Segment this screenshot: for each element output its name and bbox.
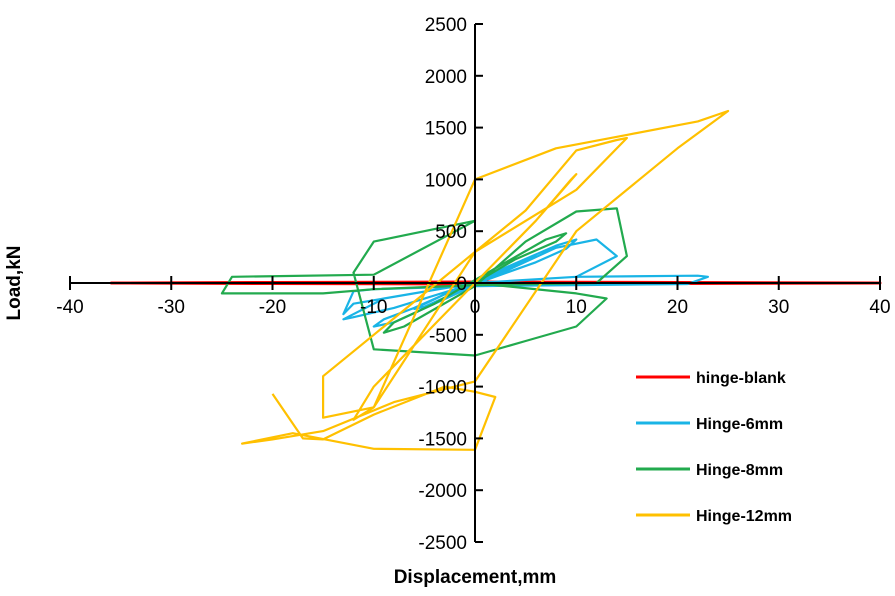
y-tick-label: -2500 bbox=[418, 533, 467, 554]
legend-label-hinge-12mm: Hinge-12mm bbox=[696, 508, 792, 525]
x-tick-label: 0 bbox=[470, 297, 481, 318]
y-tick-label: -1500 bbox=[418, 429, 467, 450]
x-tick-label: -20 bbox=[259, 297, 286, 318]
legend-label-hinge-8mm: Hinge-8mm bbox=[696, 462, 783, 479]
axes-layer: -40 -30 -20 -10 0 10 20 30 40 2500 2000 1500 1000 500… bbox=[56, 15, 890, 554]
x-tick-label: 10 bbox=[566, 297, 587, 318]
x-tick-label: 20 bbox=[667, 297, 688, 318]
series-line-hinge-12mm bbox=[241, 109, 730, 451]
y-axis-title: Load,kN bbox=[4, 246, 25, 321]
y-tick-label: 500 bbox=[435, 222, 467, 243]
x-tick-label: -10 bbox=[360, 297, 387, 318]
legend: hinge-blank Hinge-6mm Hinge-8mm Hinge-12mm bbox=[636, 370, 792, 525]
x-tick-label: -40 bbox=[56, 297, 83, 318]
x-tick-label: 30 bbox=[768, 297, 789, 318]
y-tick-label: 1500 bbox=[425, 119, 467, 140]
legend-label-hinge-6mm: Hinge-6mm bbox=[696, 416, 783, 433]
x-tick-label: -30 bbox=[158, 297, 185, 318]
y-tick-label: 2000 bbox=[425, 67, 467, 88]
y-tick-label: 1000 bbox=[425, 170, 467, 191]
series-layer bbox=[110, 109, 882, 451]
y-tick-label: -500 bbox=[429, 326, 467, 347]
y-tick-label: -1000 bbox=[418, 378, 467, 399]
y-tick-label: 0 bbox=[456, 274, 467, 295]
x-tick-label: 40 bbox=[869, 297, 890, 318]
x-axis-title: Displacement,mm bbox=[394, 567, 557, 588]
legend-label-hinge-blank: hinge-blank bbox=[696, 370, 786, 387]
y-tick-label: 2500 bbox=[425, 15, 467, 36]
y-tick-label: -2000 bbox=[418, 481, 467, 502]
